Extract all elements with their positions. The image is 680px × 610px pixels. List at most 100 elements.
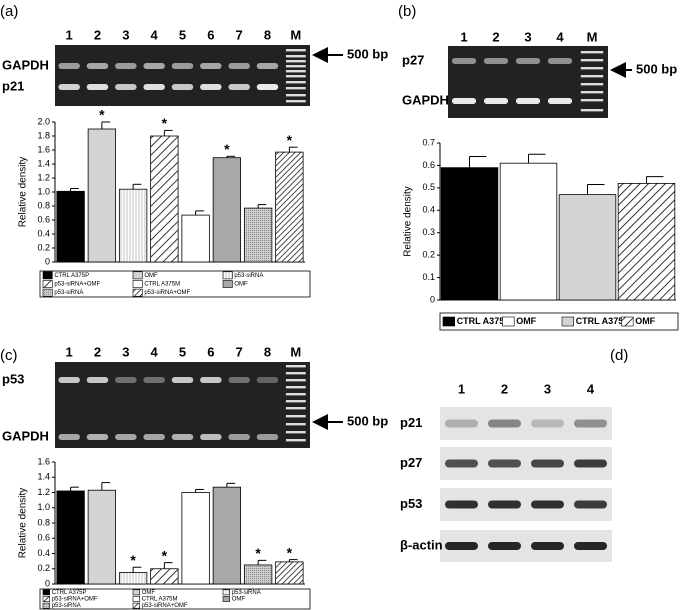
lane-label: 8 — [264, 344, 271, 359]
gel-band — [86, 377, 109, 383]
lane-label: 2 — [492, 29, 499, 44]
gel-band — [228, 84, 250, 90]
y-tick-label: 0.4 — [37, 228, 50, 238]
gel-band — [451, 58, 477, 64]
y-tick-label: 1.2 — [37, 172, 50, 182]
error-bar — [288, 146, 298, 153]
significance-marker: * — [255, 545, 261, 561]
gel-band — [143, 434, 165, 440]
lane-label: 5 — [179, 344, 186, 359]
gel-band — [143, 63, 165, 69]
gel-band — [58, 63, 80, 69]
error-bar — [101, 121, 111, 129]
bar — [243, 207, 273, 263]
legend-swatch — [222, 596, 231, 602]
legend-label: OMF — [232, 597, 246, 603]
legend-swatch — [42, 589, 51, 596]
blot-band — [574, 419, 607, 428]
gel-band — [86, 434, 109, 440]
gel-image — [448, 46, 608, 118]
gel-band — [86, 63, 109, 69]
lane-label: M — [587, 29, 598, 44]
gel-band — [171, 434, 194, 440]
blot-band — [445, 542, 478, 550]
legend-label: OMF — [144, 273, 158, 279]
band-label: GAPDH — [402, 92, 449, 107]
ladder-band — [285, 407, 306, 410]
legend-box — [39, 588, 311, 610]
y-axis-label: Relative density — [18, 157, 29, 228]
bar — [118, 188, 148, 263]
y-tick-label: 0.6 — [422, 160, 435, 170]
lane-label: M — [290, 344, 301, 359]
blot-band — [445, 500, 478, 509]
error-bar — [70, 486, 79, 491]
gel-band — [483, 58, 509, 64]
marker-label: 500 bp — [347, 46, 388, 61]
y-tick-label: 1.6 — [37, 456, 50, 466]
lane-label: 1 — [460, 29, 467, 44]
lane-label: 2 — [501, 381, 508, 396]
ladder-band — [285, 55, 306, 58]
y-tick-label: 0.2 — [422, 250, 435, 260]
lane-label: 4 — [151, 344, 159, 359]
legend-swatch — [502, 316, 515, 327]
gel-band — [115, 434, 137, 440]
bar — [87, 489, 117, 585]
bar — [212, 486, 242, 585]
legend-label: p53-siRNA+OMF — [144, 290, 190, 296]
y-tick-label: 0 — [430, 294, 435, 304]
gel-band — [515, 58, 541, 64]
band-label: p53 — [2, 371, 24, 386]
blot-band — [488, 500, 521, 509]
lane-label: 7 — [236, 344, 243, 359]
bar — [150, 568, 179, 585]
significance-marker: * — [224, 141, 230, 157]
lane-label: 7 — [236, 27, 243, 42]
panel-label: (b) — [398, 3, 416, 20]
ladder-band — [285, 439, 306, 442]
gel-band — [200, 434, 222, 440]
error-bar — [288, 559, 298, 562]
bar — [243, 564, 273, 585]
error-bar — [163, 129, 173, 136]
lane-label: 1 — [66, 344, 73, 359]
lane-label: 4 — [151, 27, 159, 42]
bar — [56, 190, 85, 263]
band-label: GAPDH — [2, 428, 49, 443]
gel-band — [547, 98, 573, 104]
ladder-band — [285, 70, 306, 73]
blot-band — [574, 500, 607, 509]
bar — [499, 162, 558, 301]
y-tick-label: 0.6 — [37, 214, 50, 224]
gel-band — [171, 84, 194, 90]
gel-band — [86, 84, 109, 90]
gel-band — [515, 98, 541, 104]
legend-label: p53-siRNA — [234, 273, 263, 279]
legend-label: p53-siRNA — [54, 290, 83, 296]
error-bar — [469, 155, 487, 168]
blot-band — [531, 542, 564, 550]
lane-label: 5 — [179, 27, 186, 42]
lane-label: 2 — [94, 27, 101, 42]
error-bar — [132, 566, 142, 573]
ladder-band — [580, 109, 604, 112]
significance-marker: * — [99, 107, 105, 123]
y-tick-label: 0.6 — [37, 533, 50, 543]
legend-label: p53-siRNA — [52, 603, 81, 609]
ladder-band — [580, 99, 604, 102]
ladder-band — [285, 393, 306, 396]
gel-band — [171, 63, 194, 69]
ladder-band — [285, 423, 306, 426]
legend-swatch — [132, 271, 143, 280]
y-tick-label: 1.0 — [37, 186, 50, 196]
legend-label: OMF — [142, 590, 156, 596]
gel-band — [200, 63, 222, 69]
marker-label: 500 bp — [636, 61, 677, 76]
band-label: p53 — [400, 496, 422, 511]
blot-band — [531, 500, 564, 509]
blot-band — [488, 542, 521, 550]
legend-label: CTRL A375M — [576, 316, 631, 326]
ladder-band — [285, 94, 306, 97]
panel-label: (c) — [0, 347, 18, 364]
